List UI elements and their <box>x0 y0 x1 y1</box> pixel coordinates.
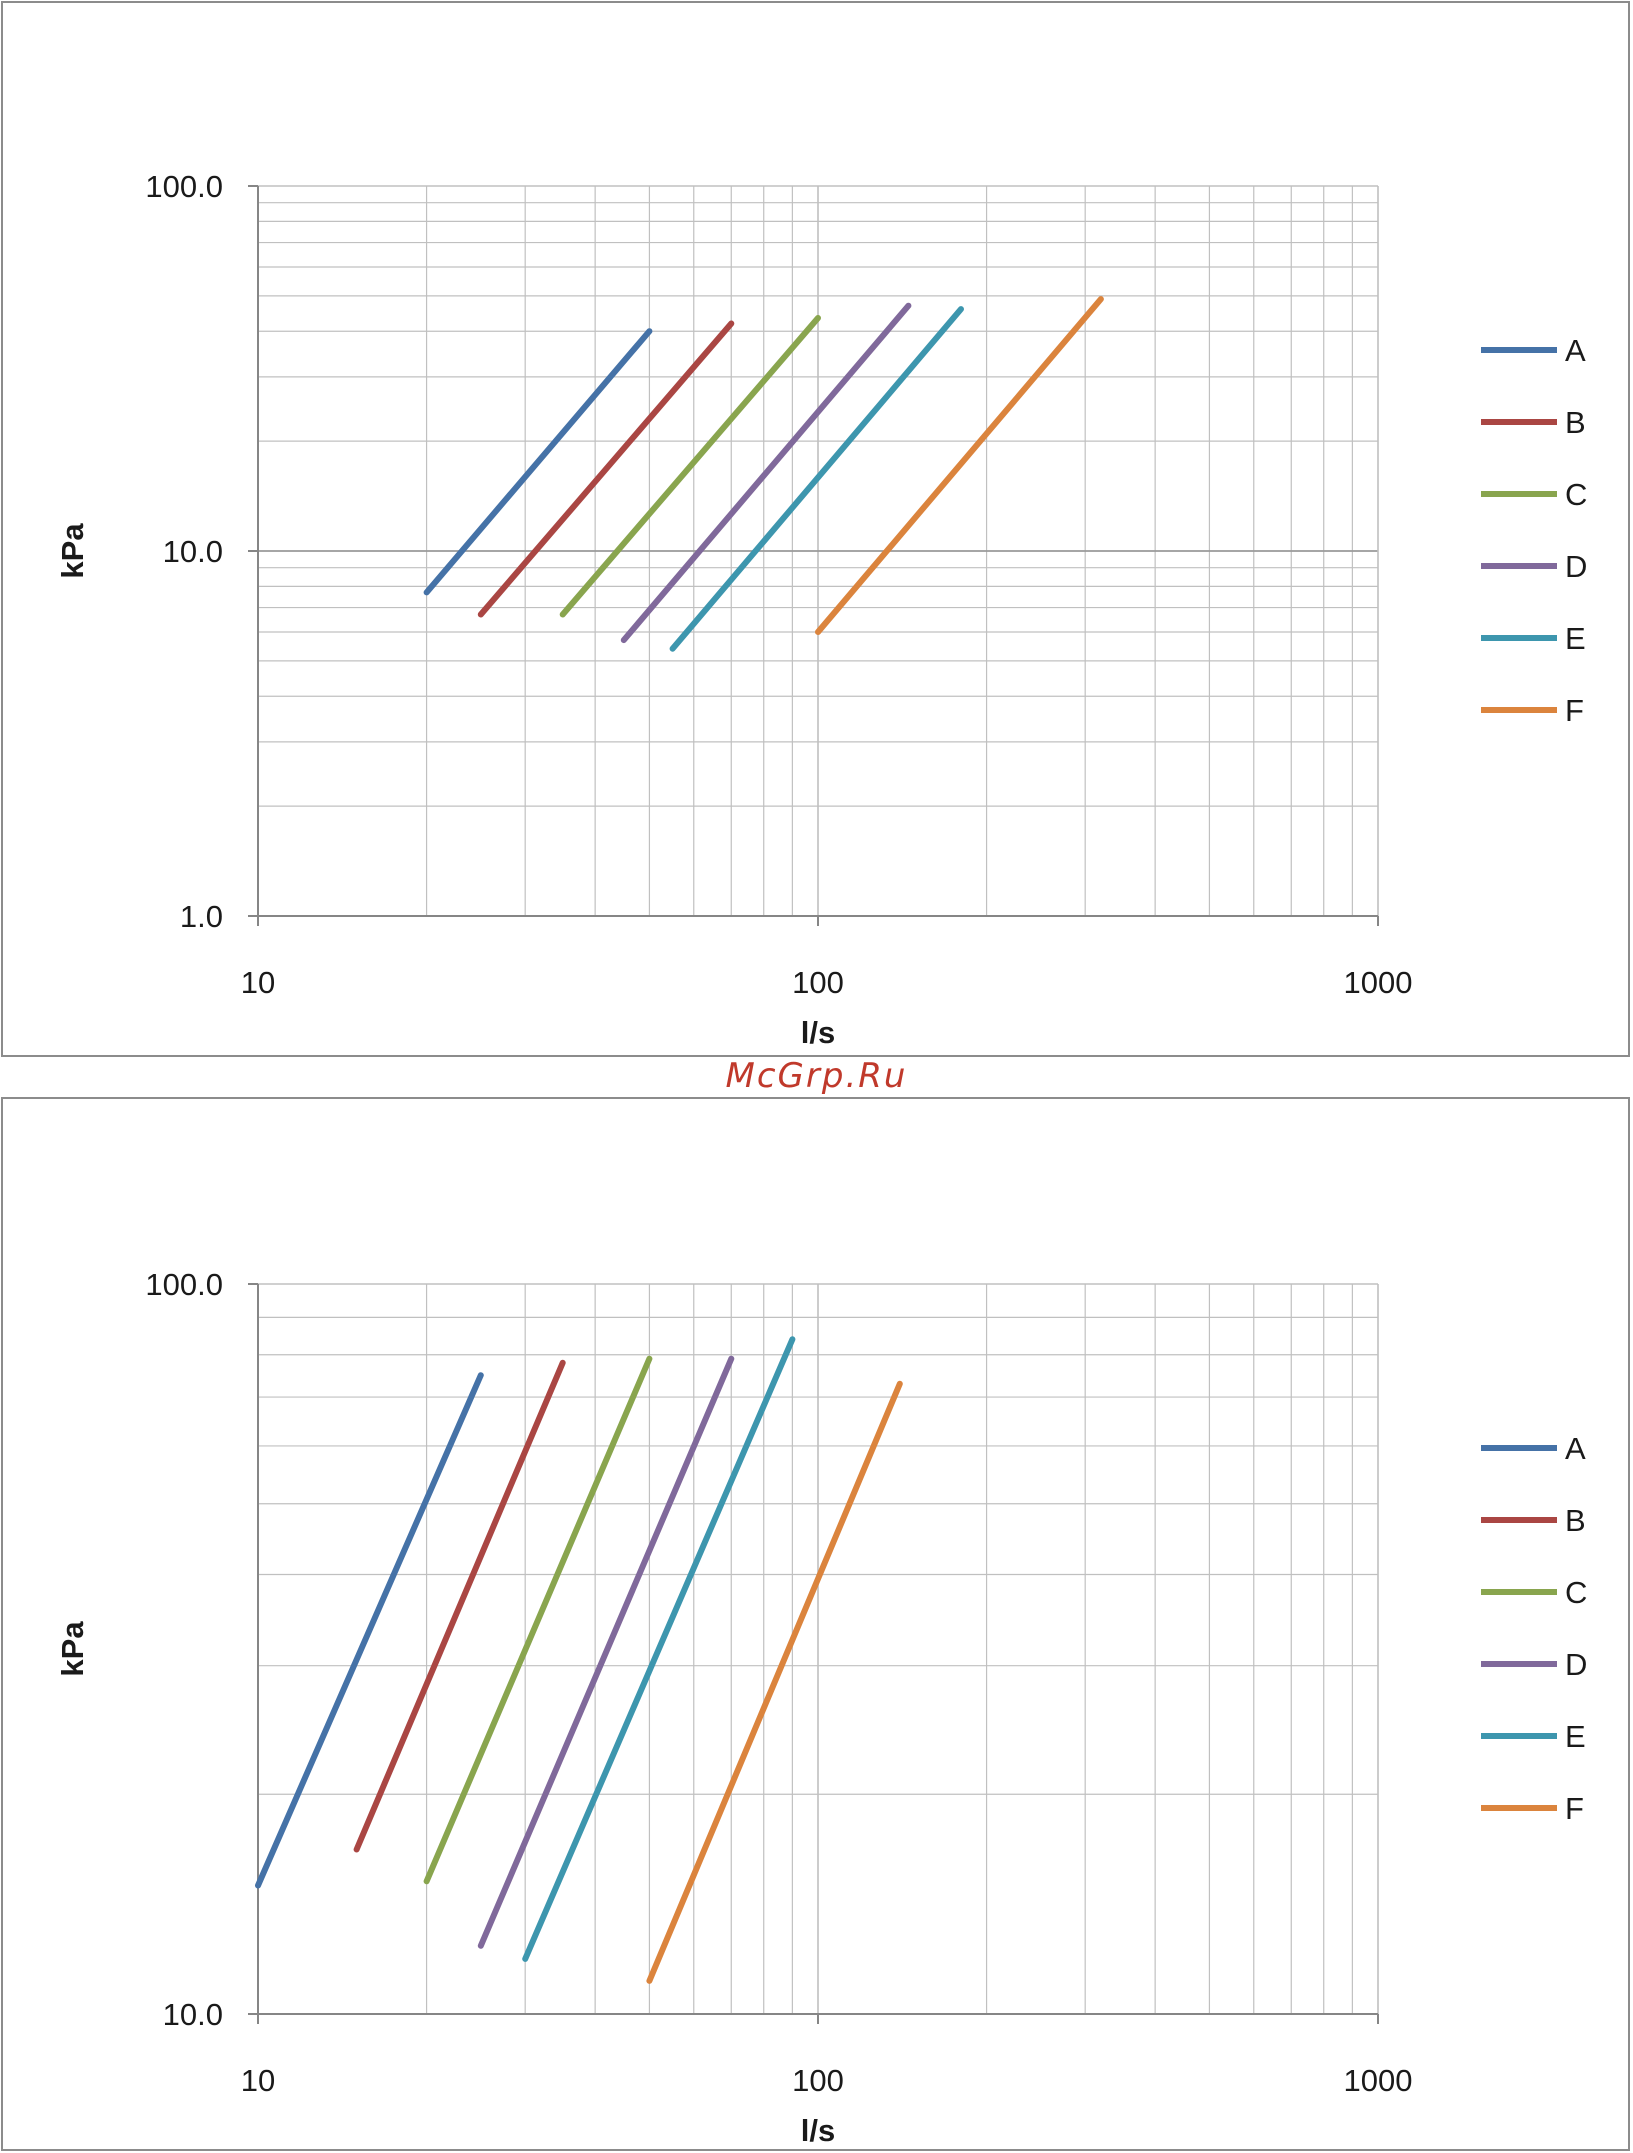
legend-label-d: D <box>1565 549 1587 584</box>
series-lines <box>423 296 1104 652</box>
watermark: McGrp.Ru <box>725 1056 908 1096</box>
x-tick-label: 1000 <box>1344 2063 1413 2098</box>
legend-label-a: A <box>1565 333 1586 368</box>
legend-label-c: C <box>1565 477 1587 512</box>
x-gridlines <box>425 1284 1353 2014</box>
x-tick-label: 10 <box>241 2063 275 2098</box>
x-tick-label: 10 <box>241 965 275 1000</box>
legend-label-f: F <box>1565 693 1584 728</box>
series-line-f <box>815 296 1104 635</box>
legend-label-a: A <box>1565 1431 1586 1466</box>
legend-label-e: E <box>1565 621 1586 656</box>
chart-svg: 10.0 100.0 10 100 1000 l/s kPa A B C D E F <box>55 1267 1587 2148</box>
x-tick-label: 1000 <box>1344 965 1413 1000</box>
chart-svg: 1.0 10.0 100.0 10 100 1000 l/s kPa A B C D E F <box>55 169 1587 1050</box>
series-line-c <box>423 1355 653 1885</box>
chart-panel-bottom: 10.0 100.0 10 100 1000 l/s kPa A B C D E F <box>1 1097 1630 2151</box>
y-axis-title: kPa <box>55 523 90 579</box>
x-tick-label: 100 <box>792 965 844 1000</box>
legend-label-e: E <box>1565 1719 1586 1754</box>
series-lines <box>255 1336 903 1984</box>
series-line-a <box>255 1372 484 1889</box>
series-line-b <box>477 320 735 618</box>
series-line-c <box>559 315 821 618</box>
series-line-a <box>423 328 653 596</box>
series-line-e <box>522 1336 796 1962</box>
legend-label-b: B <box>1565 1503 1586 1538</box>
legend: A B C D E F <box>1481 1431 1587 1826</box>
legend: A B C D E F <box>1481 333 1587 728</box>
chart-panel-top: 1.0 10.0 100.0 10 100 1000 l/s kPa A B C D E F <box>1 1 1630 1057</box>
series-line-e <box>669 306 964 652</box>
series-line-b <box>353 1359 566 1853</box>
y-tick-label: 100.0 <box>145 1267 223 1302</box>
legend-label-c: C <box>1565 1575 1587 1610</box>
legend-label-b: B <box>1565 405 1586 440</box>
y-tick-label: 10.0 <box>163 534 223 569</box>
x-tick-label: 100 <box>792 2063 844 2098</box>
series-line-d <box>620 302 912 644</box>
series-line-f <box>646 1380 903 1984</box>
y-tick-label: 10.0 <box>163 1997 223 2032</box>
legend-label-f: F <box>1565 1791 1584 1826</box>
y-tick-label: 100.0 <box>145 169 223 204</box>
y-gridlines <box>258 1316 1378 1795</box>
series-line-d <box>477 1355 735 1949</box>
y-axis-title: kPa <box>55 1621 90 1677</box>
legend-label-d: D <box>1565 1647 1587 1682</box>
y-gridlines <box>258 202 1378 807</box>
x-axis-title: l/s <box>801 2113 835 2148</box>
x-axis-title: l/s <box>801 1015 835 1050</box>
y-tick-label: 1.0 <box>180 899 223 934</box>
